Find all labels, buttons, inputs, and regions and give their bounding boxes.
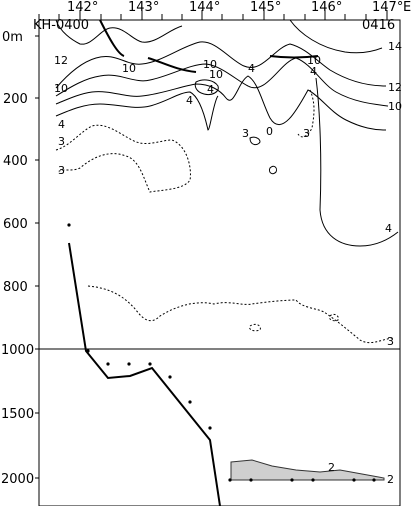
contour-label: 3 [303, 127, 310, 140]
contour-label: 4 [385, 222, 392, 235]
contour-4-deep [315, 77, 399, 247]
contour-label: 0 [266, 125, 273, 138]
contour-3-right [297, 89, 315, 138]
bottom-profile-line [68, 242, 221, 506]
contour-label: 10 [54, 82, 68, 95]
contour-label: 10 [307, 54, 321, 67]
station-start-label: KH-0400 [33, 18, 89, 33]
station-dot [290, 478, 294, 482]
contour-label: 4 [248, 62, 255, 75]
lon-tick-142: 142° [67, 0, 98, 15]
depth-tick-800: 800 [3, 280, 28, 295]
station-end-label: 0416 [362, 18, 395, 33]
lon-unit-label: E [403, 0, 411, 15]
depth-tick-2000: 2000 [1, 472, 34, 487]
contour-label: 14 [388, 40, 402, 53]
lon-tick-145: 145° [250, 0, 281, 15]
contour-4-left [55, 75, 387, 131]
lon-tick-146: 146° [311, 0, 342, 15]
shaded-area-2 [230, 459, 385, 481]
contour-3-loop-b [329, 313, 339, 322]
contour-label: 2 [328, 461, 335, 474]
contour-14 [289, 19, 383, 54]
depth-tick-400: 400 [3, 154, 28, 169]
station-dot [188, 400, 192, 404]
depth-tick-labels: 0m 200 400 600 800 1000 1500 2000 [1, 30, 34, 487]
contour-label: 10 [122, 62, 136, 75]
contour-10 [55, 57, 389, 107]
contour-12-left [55, 19, 183, 45]
station-dot [168, 375, 172, 379]
contour-labels: 12 10 10 10 10 10 14 12 10 4 4 4 4 4 4 3… [54, 40, 402, 486]
depth-tick-200: 200 [3, 92, 28, 107]
station-dot [67, 223, 71, 227]
contour-label: 12 [388, 81, 402, 94]
contour-0-island-a [249, 136, 261, 146]
station-dot [148, 362, 152, 366]
solid-contours [55, 19, 399, 247]
station-dot [249, 478, 253, 482]
contour-label: 3 [242, 127, 249, 140]
contour-label: 10 [388, 100, 402, 113]
station-dot [311, 478, 315, 482]
contour-label: 2 [387, 473, 394, 486]
contour-label: 3 [58, 135, 65, 148]
station-dot [208, 426, 212, 430]
depth-tick-1500: 1500 [1, 407, 34, 422]
contour-3-deep [87, 285, 393, 344]
station-dot [127, 362, 131, 366]
contour-label: 4 [310, 65, 317, 78]
lon-tick-147: 147° [372, 0, 403, 15]
dashed-contours [55, 89, 393, 344]
contour-label: 10 [209, 68, 223, 81]
contour-4-inner [55, 91, 219, 131]
station-dot [372, 478, 376, 482]
lon-tick-143: 143° [128, 0, 159, 15]
contour-12 [55, 41, 387, 89]
longitude-tick-labels: 142° 143° 144° 145° 146° 147° E [67, 0, 411, 15]
contour-label: 4 [207, 83, 214, 96]
contour-10-bold-c [269, 55, 319, 59]
contour-label: 4 [58, 118, 65, 131]
contour-label: 12 [54, 54, 68, 67]
contour-label: 4 [186, 94, 193, 107]
depth-tick-1000: 1000 [1, 343, 34, 358]
contour-label: 3 [58, 164, 65, 177]
station-dots [67, 223, 376, 482]
station-dot [228, 478, 232, 482]
depth-tick-600: 600 [3, 217, 28, 232]
contour-3-loop-a [249, 323, 261, 332]
contour-10-bold-b [147, 57, 197, 73]
contour-4-island [194, 79, 219, 95]
depth-tick-0: 0m [2, 30, 23, 45]
contour-label: 10 [203, 58, 217, 71]
station-dot [352, 478, 356, 482]
contour-0-island-b [269, 165, 277, 175]
station-dot [106, 362, 110, 366]
contour-label: 3 [387, 335, 394, 348]
plot-frame [38, 19, 401, 506]
bottom-section [67, 223, 385, 506]
contour-3-left [55, 124, 191, 193]
station-dot [86, 349, 90, 353]
contour-10-bold-a [99, 19, 125, 57]
depth-tick-marks [35, 35, 39, 479]
top-tick-marks [38, 10, 388, 20]
lon-tick-144: 144° [189, 0, 220, 15]
